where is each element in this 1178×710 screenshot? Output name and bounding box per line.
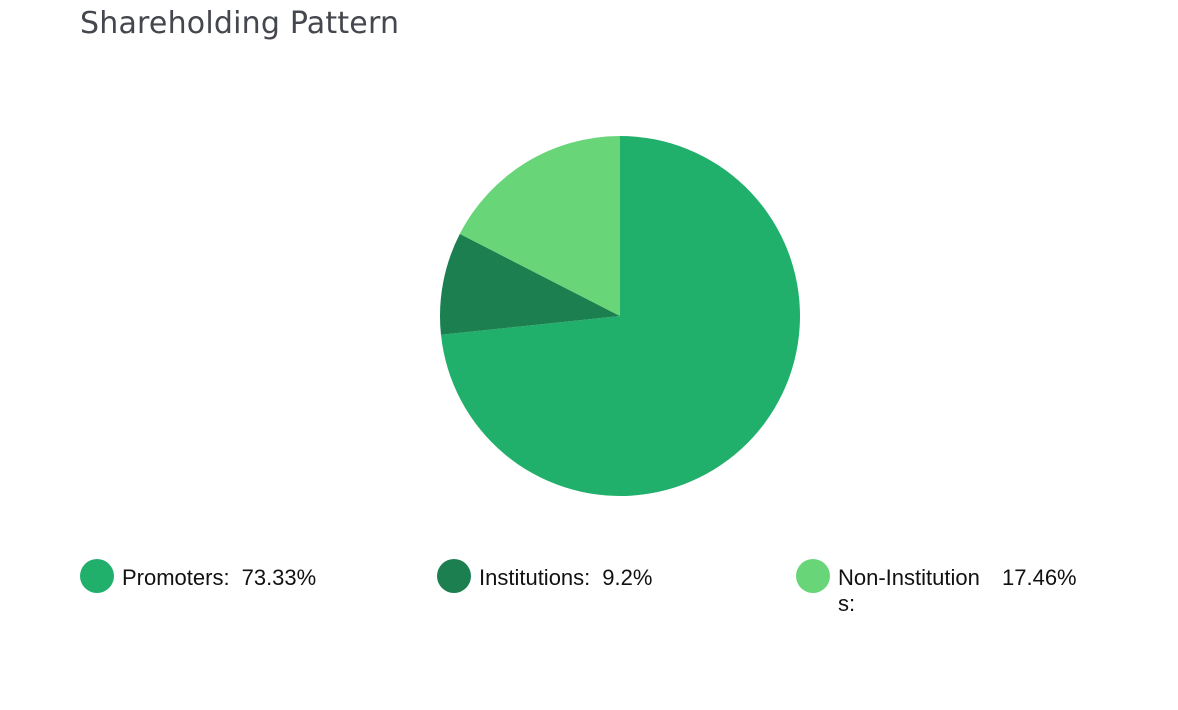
legend-label-non-institutions: Non-Institutions:: [838, 565, 980, 616]
legend-swatch-non-institutions: [796, 559, 830, 593]
pie-slice-institutions[interactable]: [439, 233, 620, 335]
legend-value-promoters: 73.33%: [241, 565, 317, 590]
pie-chart: [439, 135, 801, 497]
pie-slice-non-institutions[interactable]: [459, 136, 620, 316]
legend-value-non-institutions: 17.46%: [1002, 565, 1077, 590]
legend-item-non-institutions[interactable]: Non-Institutions: 17.46%: [796, 559, 1077, 617]
legend-label-institutions: Institutions:: [479, 565, 591, 590]
legend-swatch-institutions: [437, 559, 471, 593]
legend-label-promoters: Promoters:: [122, 565, 230, 590]
legend-item-institutions[interactable]: Institutions: 9.2%: [437, 559, 652, 593]
pie-svg: [439, 136, 800, 496]
legend-item-promoters[interactable]: Promoters: 73.33%: [80, 559, 316, 593]
legend-swatch-promoters: [80, 559, 114, 593]
chart-title: Shareholding Pattern: [80, 6, 400, 41]
legend-value-institutions: 9.2%: [602, 565, 653, 590]
pie-slice-promoters[interactable]: [440, 136, 800, 496]
